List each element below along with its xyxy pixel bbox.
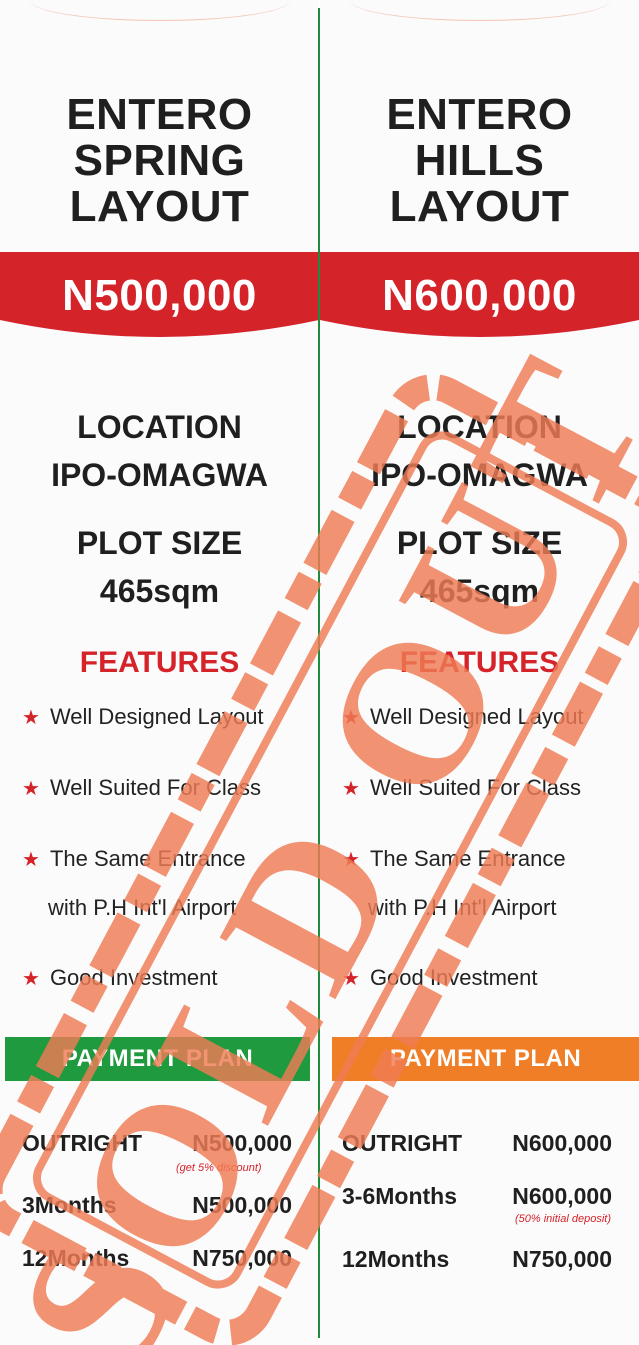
plot-size-label: PLOT SIZE [396, 525, 563, 561]
plot-size-label: PLOT SIZE [76, 525, 243, 561]
price-band [0, 252, 319, 344]
location-value: IPO-OMAGWA [371, 457, 588, 493]
features-title: FEATURES [399, 646, 560, 679]
location-label: LOCATION [397, 409, 562, 445]
feature-item: ★ Well Designed Layout [22, 704, 264, 729]
feature-item: ★ Well Suited For Class [342, 775, 582, 800]
plan-note: (get 5% discount) [176, 1162, 262, 1174]
listing-title: ENTERO SPRING LAYOUT [0, 92, 319, 230]
payment-plan-header: PAYMENT PLAN [332, 1037, 639, 1081]
top-curve-decoration [350, 0, 610, 21]
star-icon: ★ [342, 707, 360, 729]
title-line-2: HILLS [414, 136, 545, 185]
listing-card-hills: ENTERO HILLS LAYOUT N600,000 LOCATION IP… [320, 0, 639, 1345]
title-line-3: LAYOUT [69, 182, 250, 231]
title-line-3: LAYOUT [389, 182, 570, 231]
title-line-1: ENTERO [66, 90, 253, 139]
feature-item: ★ The Same Entrance with P.H Int'l Airport [342, 846, 566, 920]
title-line-2: SPRING [73, 136, 246, 185]
plot-size-value: 465sqm [419, 573, 540, 609]
plan-note: (50% initial deposit) [515, 1213, 611, 1225]
feature-item: ★ Well Suited For Class [22, 775, 262, 800]
star-icon: ★ [22, 707, 40, 729]
location-label: LOCATION [77, 409, 242, 445]
feature-item: ★ Good Investment [342, 965, 538, 990]
price: N500,000 [62, 271, 257, 320]
title-line-1: ENTERO [386, 90, 573, 139]
payment-plan-header: PAYMENT PLAN [5, 1037, 310, 1081]
plot-size-value: 465sqm [99, 573, 220, 609]
listing-card-spring: ENTERO SPRING LAYOUT N500,000 LOCATION I… [0, 0, 319, 1345]
star-icon: ★ [342, 849, 360, 871]
location-value: IPO-OMAGWA [51, 457, 268, 493]
listing-title: ENTERO HILLS LAYOUT [320, 92, 639, 230]
feature-item: ★ The Same Entrance with P.H Int'l Airport [22, 846, 246, 920]
star-icon: ★ [22, 968, 40, 990]
feature-item: ★ Well Designed Layout [342, 704, 584, 729]
features-title: FEATURES [79, 646, 240, 679]
star-icon: ★ [342, 968, 360, 990]
price: N600,000 [382, 271, 577, 320]
star-icon: ★ [342, 778, 360, 800]
top-curve-decoration [30, 0, 290, 21]
price-band [320, 252, 639, 344]
star-icon: ★ [22, 849, 40, 871]
feature-item: ★ Good Investment [22, 965, 218, 990]
star-icon: ★ [22, 778, 40, 800]
